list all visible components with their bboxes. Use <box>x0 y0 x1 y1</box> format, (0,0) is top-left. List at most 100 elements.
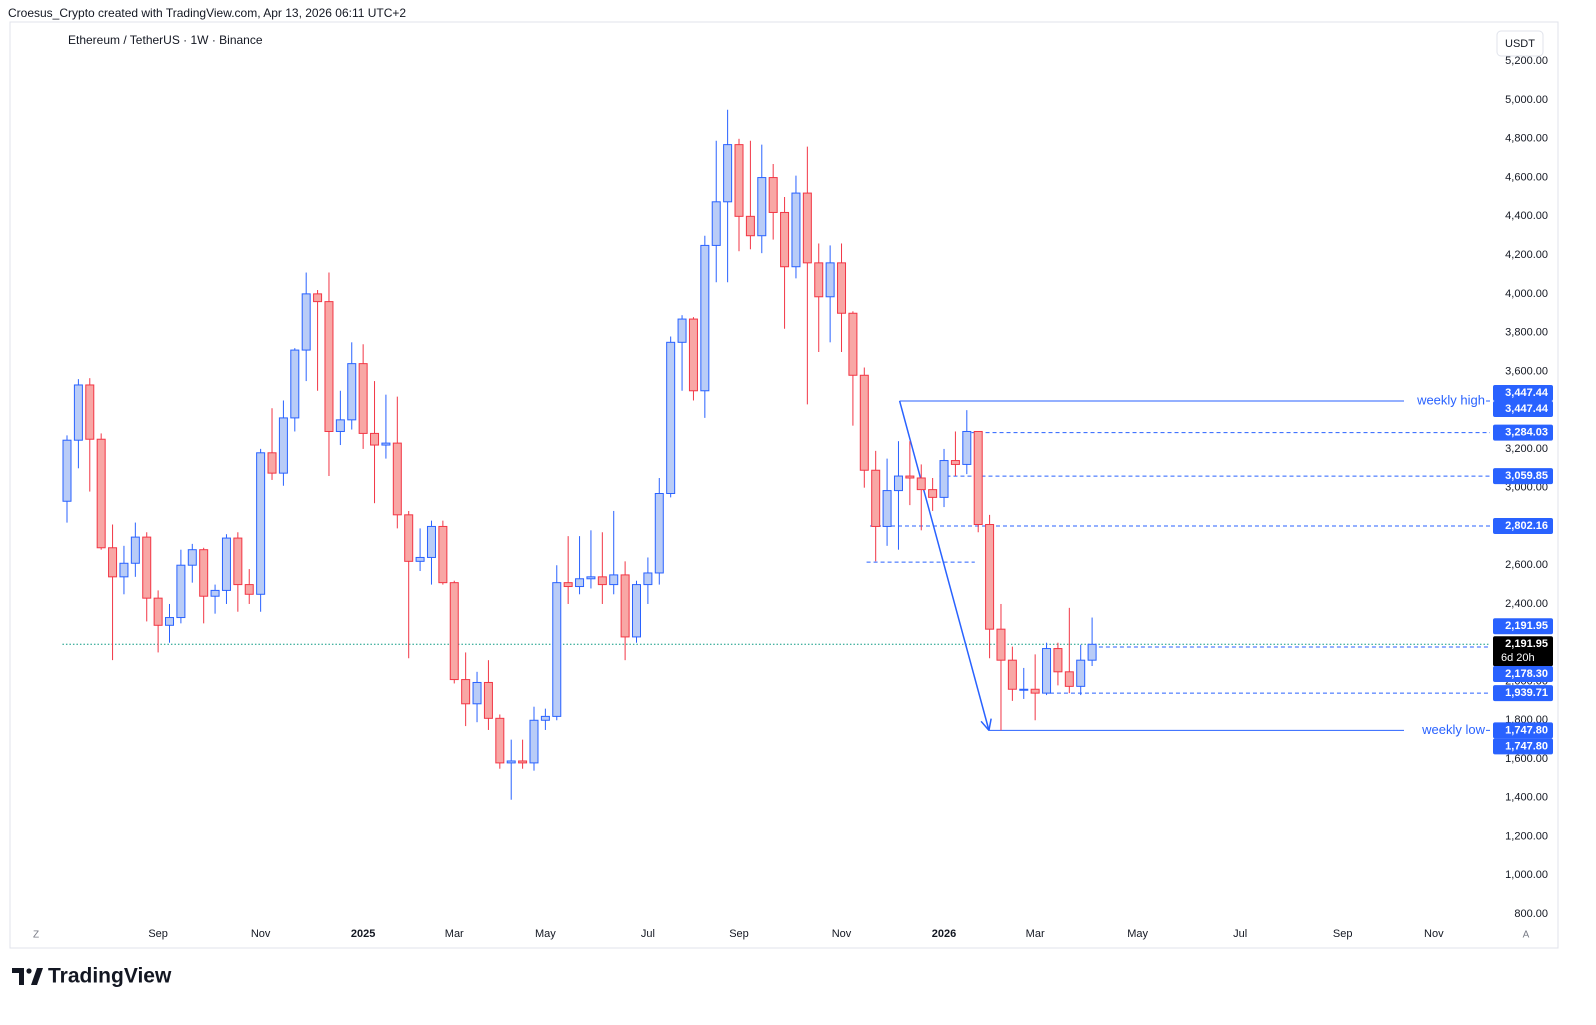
x-tick-label: Sep <box>148 928 168 940</box>
price-badge-label: 3,284.03 <box>1505 427 1548 439</box>
chart-frame <box>9 21 1559 949</box>
candle-body <box>939 460 949 498</box>
candle-body <box>768 177 778 213</box>
candle-body <box>1076 659 1086 687</box>
candle-body <box>267 452 277 474</box>
price-badge <box>1493 468 1553 485</box>
candle-body <box>973 430 983 526</box>
candle-body <box>449 582 459 681</box>
candle-body <box>791 192 801 268</box>
x-tick-label: Nov <box>251 928 271 940</box>
levels: weekly high weekly low <box>62 392 1490 739</box>
price-badge-label: 2,178.30 <box>1505 668 1548 680</box>
y-tick-label: 4,800.00 <box>1505 133 1548 145</box>
price-badge <box>1493 722 1553 739</box>
y-tick-label: 1,200.00 <box>1505 830 1548 842</box>
candle-body <box>825 262 835 298</box>
trend-arrow <box>898 400 990 731</box>
x-tick-label: 2025 <box>351 928 375 940</box>
currency-label[interactable]: USDT <box>1505 38 1535 50</box>
price-badge <box>1493 738 1553 755</box>
candle-body <box>176 564 186 619</box>
candle-body <box>985 524 995 630</box>
price-badges: 3,447.44 3,447.44 3,284.03 3,059.85 2,802.16… <box>1493 384 1553 755</box>
candle-body <box>882 490 892 527</box>
logo-dot <box>26 968 32 974</box>
candle-body <box>461 679 471 705</box>
candle-body <box>324 301 334 432</box>
candle-body <box>256 452 266 595</box>
candle-body <box>814 262 824 298</box>
candle-body <box>1030 688 1040 694</box>
candle-body <box>404 514 414 562</box>
logo-shape <box>31 968 43 985</box>
price-badge <box>1493 685 1553 702</box>
price-badge-label: 1,939.71 <box>1505 687 1548 699</box>
candle-body <box>563 582 573 588</box>
x-tick-label: Nov <box>832 928 852 940</box>
y-tick-label: 2,600.00 <box>1505 559 1548 571</box>
candle-body <box>745 215 755 237</box>
candle-body <box>85 384 95 440</box>
scale-button-left-label[interactable]: Z <box>33 930 39 941</box>
candle-body <box>643 572 653 586</box>
y-tick-label: 5,200.00 <box>1505 55 1548 67</box>
candle-body <box>848 312 858 376</box>
brand-logo <box>12 968 43 985</box>
candle-body <box>723 144 733 203</box>
candle-body <box>347 363 357 421</box>
scale-button-right-label[interactable]: A <box>1523 930 1530 941</box>
y-tick-label: 3,800.00 <box>1505 327 1548 339</box>
candle-body <box>529 719 539 764</box>
symbol-title: Ethereum / TetherUS · 1W · Binance <box>68 33 263 47</box>
candle-body <box>859 374 869 471</box>
candle-body <box>962 430 972 465</box>
candle-body <box>757 177 767 237</box>
candle-body <box>187 549 197 566</box>
price-badge-label: 3,447.44 <box>1505 387 1549 399</box>
price-badge <box>1493 618 1553 635</box>
candle-body <box>666 341 676 494</box>
candle-body <box>575 578 585 588</box>
y-tick-label: 4,600.00 <box>1505 171 1548 183</box>
level-label-bg <box>1404 722 1486 739</box>
y-tick-label: 4,000.00 <box>1505 288 1548 300</box>
candle-body <box>518 760 528 764</box>
price-badge-label: 3,059.85 <box>1505 470 1548 482</box>
price-badge <box>1493 384 1553 401</box>
y-tick-label: 1,600.00 <box>1505 753 1548 765</box>
candle-body <box>620 574 630 638</box>
candles <box>62 109 1097 800</box>
candle-body <box>734 144 744 217</box>
candle-body <box>392 442 402 516</box>
candle-body <box>495 717 505 764</box>
candle-body <box>996 628 1006 661</box>
y-tick-label: 5,000.00 <box>1505 94 1548 106</box>
candle-body <box>119 562 129 578</box>
candle-body <box>438 525 448 584</box>
candle-body <box>1019 688 1029 691</box>
x-tick-label: May <box>535 928 556 940</box>
candle-body <box>586 576 596 580</box>
candle-body <box>1087 643 1097 661</box>
candle-body <box>472 681 482 705</box>
candle-body <box>609 574 619 586</box>
candle-body <box>426 525 436 558</box>
price-badge-label: 2,802.16 <box>1505 520 1548 532</box>
candle-body <box>928 489 938 498</box>
candle-body <box>916 477 926 491</box>
candle-body <box>506 760 516 764</box>
candle-body <box>483 681 493 719</box>
candle-body <box>301 293 311 351</box>
scale-button-left[interactable] <box>28 927 44 943</box>
candle-body <box>313 293 323 303</box>
candle-body <box>381 442 391 446</box>
candle-body <box>893 475 903 492</box>
y-tick-label: 3,000.00 <box>1505 482 1548 494</box>
y-tick-label: 4,400.00 <box>1505 210 1548 222</box>
candle-body <box>335 419 345 432</box>
x-tick-label: Jul <box>641 928 655 940</box>
currency-button[interactable] <box>1496 30 1544 57</box>
trend-arrow-head <box>988 718 992 731</box>
price-countdown: 6d 20h <box>1501 652 1535 664</box>
